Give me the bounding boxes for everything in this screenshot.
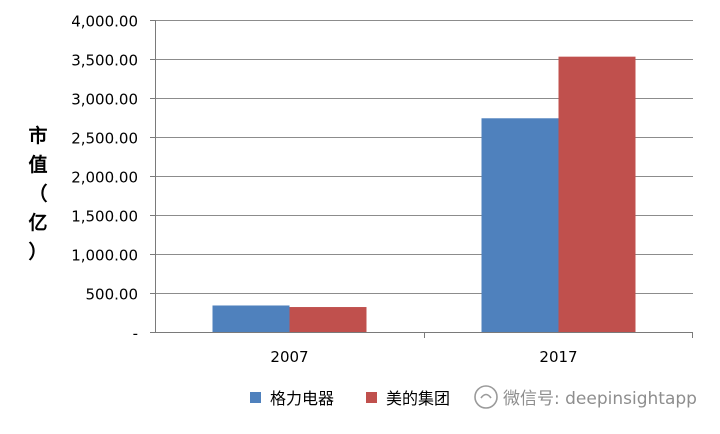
- wechat-logo-icon: [474, 385, 498, 409]
- legend-swatch: [250, 392, 261, 403]
- bar: [558, 56, 636, 332]
- y-tick-label: 2,000.00: [71, 169, 138, 187]
- y-tick-label: 1,000.00: [71, 247, 138, 265]
- y-tick-labels: - 500.00 1,000.00 1,500.00 2,000.00 2,500.00 3…: [71, 13, 138, 343]
- x-tick-label: 2017: [539, 348, 577, 366]
- y-axis-label-char: ）: [28, 240, 47, 263]
- x-tick-label: 2007: [270, 348, 308, 366]
- y-tick-label: 500.00: [86, 286, 139, 304]
- y-tick-label: 3,000.00: [71, 91, 138, 109]
- y-axis-label-char: 市: [28, 124, 47, 147]
- y-axis-label-char: （: [28, 182, 47, 205]
- y-axis-label: 市值 （ 亿 ）: [28, 124, 47, 263]
- bar: [212, 305, 290, 332]
- legend-swatch: [366, 392, 377, 403]
- watermark: 微信号: deepinsightapp: [474, 385, 697, 409]
- y-tick-label: 1,500.00: [71, 208, 138, 226]
- legend-label: 美的集团: [386, 389, 450, 408]
- bar: [481, 118, 559, 332]
- x-tick-labels: 2007 2017: [270, 348, 577, 366]
- y-tick-label: 3,500.00: [71, 52, 138, 70]
- watermark-text: 微信号: deepinsightapp: [503, 389, 697, 409]
- legend: 格力电器 美的集团: [250, 389, 450, 408]
- y-tick-label: -: [133, 325, 138, 343]
- gridlines: [155, 20, 693, 294]
- y-tick-label: 2,500.00: [71, 130, 138, 148]
- y-axis-label-char: 亿: [28, 211, 47, 234]
- legend-label: 格力电器: [270, 389, 334, 408]
- y-axis-label-char: 值: [28, 153, 47, 176]
- axes: [150, 20, 693, 338]
- y-tick-label: 4,000.00: [71, 13, 138, 31]
- bars: [212, 56, 636, 332]
- bar: [289, 307, 367, 332]
